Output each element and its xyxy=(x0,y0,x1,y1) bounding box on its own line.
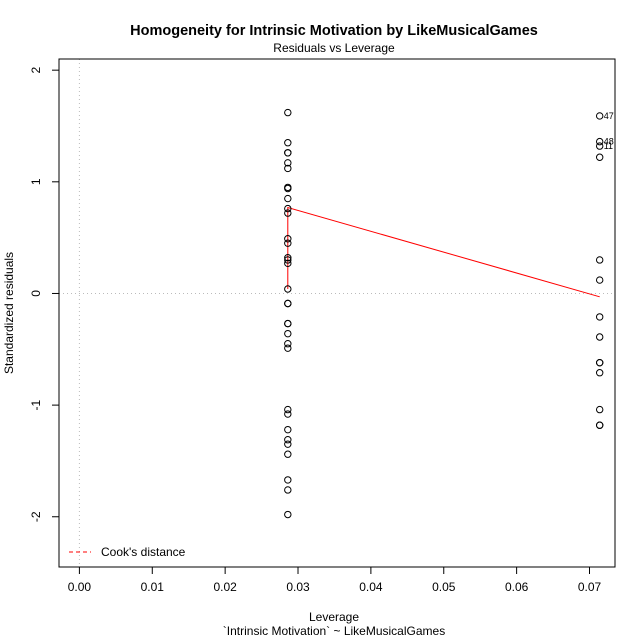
data-points xyxy=(285,109,603,517)
chart-title: Homogeneity for Intrinsic Motivation by … xyxy=(130,23,538,39)
data-point xyxy=(285,477,291,483)
y-tick-label: -2 xyxy=(29,511,43,522)
data-point xyxy=(285,300,291,306)
data-point xyxy=(596,257,602,263)
x-tick-label: 0.06 xyxy=(505,580,529,594)
data-point xyxy=(285,150,291,156)
plot-frame xyxy=(59,59,615,567)
x-tick-label: 0.01 xyxy=(141,580,165,594)
data-point xyxy=(596,370,602,376)
data-point xyxy=(285,345,291,351)
data-point xyxy=(596,314,602,320)
x-tick-label: 0.07 xyxy=(578,580,602,594)
data-point xyxy=(596,154,602,160)
x-tick-label: 0.02 xyxy=(213,580,237,594)
data-point xyxy=(285,487,291,493)
y-axis-label: Standardized residuals xyxy=(2,252,16,374)
data-point xyxy=(285,140,291,146)
data-point xyxy=(285,441,291,447)
legend: Cook's distance xyxy=(69,545,186,559)
smoother-line xyxy=(288,208,600,297)
reference-lines xyxy=(59,59,615,567)
data-point xyxy=(285,511,291,517)
data-point xyxy=(596,143,602,149)
y-axis: -2 -1 0 1 2 xyxy=(29,67,59,523)
data-point xyxy=(285,109,291,115)
y-tick-label: 1 xyxy=(29,178,43,185)
data-point xyxy=(285,320,291,326)
data-point xyxy=(285,411,291,417)
y-tick-label: 0 xyxy=(29,290,43,297)
chart-subtitle: Residuals vs Leverage xyxy=(273,41,395,55)
x-axis: 0.00 0.01 0.02 0.03 0.04 0.05 0.06 0.07 xyxy=(68,567,602,594)
y-tick-label: 2 xyxy=(29,67,43,74)
point-label: 47 xyxy=(604,111,614,121)
data-point xyxy=(596,359,602,365)
data-point xyxy=(285,330,291,336)
data-point xyxy=(285,451,291,457)
legend-cooks-distance-label: Cook's distance xyxy=(101,545,186,559)
point-label: 11 xyxy=(604,141,613,151)
data-point xyxy=(596,422,602,428)
y-tick-label: -1 xyxy=(29,399,43,410)
data-point xyxy=(596,277,602,283)
x-axis-sublabel: `Intrinsic Motivation` ~ LikeMusicalGame… xyxy=(223,624,445,638)
x-tick-label: 0.00 xyxy=(68,580,92,594)
data-point xyxy=(285,426,291,432)
data-point xyxy=(596,334,602,340)
smoother-polyline xyxy=(288,208,600,297)
data-point xyxy=(596,406,602,412)
data-point xyxy=(596,113,602,119)
x-tick-label: 0.03 xyxy=(286,580,310,594)
x-tick-label: 0.04 xyxy=(359,580,383,594)
x-tick-label: 0.05 xyxy=(432,580,456,594)
x-axis-label: Leverage xyxy=(309,610,359,624)
data-point xyxy=(285,195,291,201)
